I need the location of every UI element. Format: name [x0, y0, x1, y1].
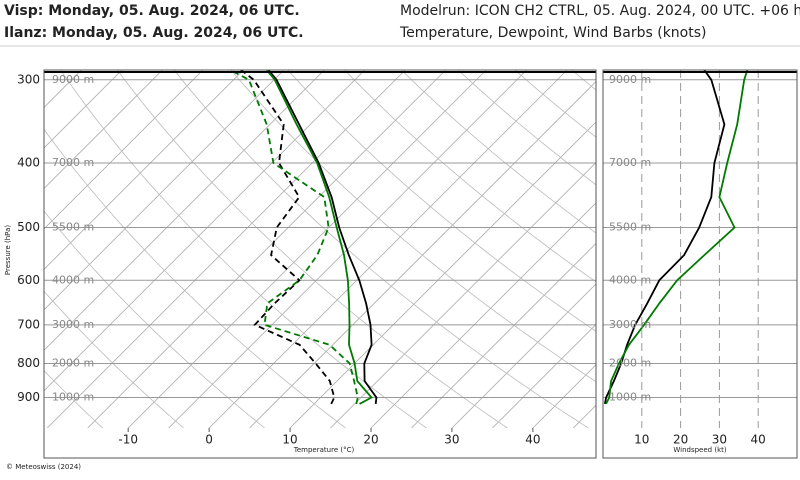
isotherm [87, 70, 446, 428]
y-axis-label: Pressure (hPa) [4, 225, 12, 275]
profile-line [266, 70, 373, 405]
profile-line [267, 70, 378, 404]
height-label: 2000 m [609, 356, 651, 369]
isotherm [411, 242, 596, 428]
dry-adiabat [230, 70, 596, 383]
y-tick-label: 500 [17, 220, 40, 234]
y-tick-label: 300 [17, 72, 40, 86]
isotherm [44, 70, 82, 109]
height-label: 4000 m [609, 273, 651, 286]
skewt-frame [43, 69, 597, 459]
dry-adiabat [287, 70, 596, 332]
x-tick-label: 10 [282, 433, 297, 447]
dry-adiabat [44, 128, 346, 428]
skewt-plot [0, 70, 800, 428]
dry-adiabat [571, 70, 596, 91]
y-tick-label: 400 [17, 156, 40, 170]
x-tick-label: 0 [205, 433, 213, 447]
dry-adiabat [173, 70, 589, 428]
wind-plot [603, 70, 797, 428]
x-tick-label: 20 [363, 433, 378, 447]
isotherm [289, 121, 596, 428]
x-tick-label: 30 [712, 433, 727, 447]
height-label: 1000 m [52, 391, 94, 404]
isotherm [44, 70, 204, 230]
height-label: 1000 m [609, 391, 651, 404]
isotherm [44, 70, 163, 189]
isotherm [492, 323, 596, 428]
chart-title: Temperature, Dewpoint, Wind Barbs (knots… [399, 25, 707, 41]
profile-line [604, 70, 726, 405]
copyright: © Meteoswiss (2024) [6, 463, 81, 471]
isotherm [249, 81, 596, 428]
x-axis-label: Temperature (°C) [293, 446, 355, 454]
dry-adiabat [44, 210, 265, 428]
wind-frame [602, 69, 798, 459]
x-tick-label: -10 [118, 433, 138, 447]
height-label: 2000 m [52, 356, 94, 369]
dry-adiabat [742, 70, 800, 428]
isotherm [44, 70, 325, 351]
x-tick-label: 30 [444, 433, 459, 447]
profile-line [605, 70, 749, 405]
height-label: 9000 m [52, 73, 94, 86]
subtitle: Modelrun: ICON CH2 CTRL, 05. Aug. 2024, … [400, 3, 800, 19]
x-tick-label: 40 [751, 433, 766, 447]
station-title: Visp: Monday, 05. Aug. 2024, 06 UTC. [4, 3, 300, 19]
isotherm [44, 70, 244, 270]
height-label: 7000 m [609, 156, 651, 169]
station-title: Ilanz: Monday, 05. Aug. 2024, 06 UTC. [4, 25, 304, 41]
dry-adiabat [457, 70, 596, 186]
x-tick-label: 10 [634, 433, 649, 447]
y-tick-label: 700 [17, 317, 40, 331]
height-label: 5500 m [609, 221, 651, 234]
y-tick-label: 800 [17, 356, 40, 370]
height-label: 5500 m [52, 221, 94, 234]
isotherm [127, 70, 487, 428]
y-tick-label: 600 [17, 273, 40, 287]
x-axis-label: Windspeed (kt) [673, 446, 726, 454]
dry-adiabat [401, 70, 596, 234]
height-label: 3000 m [52, 318, 94, 331]
height-label: 4000 m [52, 273, 94, 286]
dry-adiabat [60, 70, 427, 428]
isotherm [44, 70, 366, 392]
isotherm [451, 283, 596, 428]
dry-adiabat [44, 370, 103, 428]
dry-adiabat [344, 70, 596, 283]
isotherm [208, 70, 568, 428]
dry-adiabat [629, 70, 800, 428]
dry-adiabat [685, 70, 800, 428]
dry-adiabat [116, 70, 508, 428]
isotherm [44, 70, 123, 149]
dewpoint-line [240, 70, 336, 405]
isotherm [0, 70, 1, 428]
x-tick-label: 20 [673, 433, 688, 447]
dry-adiabat [514, 70, 596, 138]
height-label: 7000 m [52, 156, 94, 169]
isotherm [330, 161, 596, 428]
isotherm [532, 364, 596, 428]
isotherm [44, 70, 285, 311]
x-tick-label: 40 [525, 433, 540, 447]
y-tick-label: 900 [17, 390, 40, 404]
height-label: 9000 m [609, 73, 651, 86]
height-label: 3000 m [609, 318, 651, 331]
dry-adiabat [44, 290, 184, 428]
